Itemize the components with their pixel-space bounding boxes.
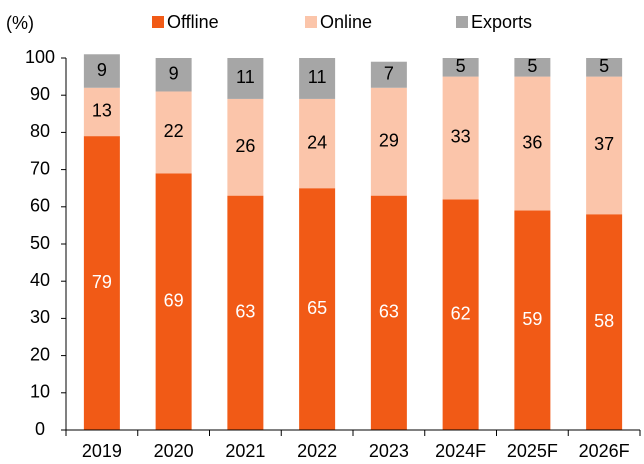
x-tick-label: 2020 — [154, 441, 194, 461]
legend-label: Offline — [167, 12, 219, 32]
bar-segment — [586, 76, 623, 215]
data-label: 69 — [164, 290, 184, 310]
data-label: 9 — [169, 63, 179, 83]
bar-segment — [514, 58, 551, 77]
x-tick-label: 2025F — [507, 441, 558, 461]
bar-segment — [514, 210, 551, 430]
bar-segment — [442, 58, 479, 77]
bar-segment — [299, 58, 336, 99]
y-tick-label: 10 — [30, 382, 50, 402]
bar-segment — [370, 61, 407, 88]
bar-segment — [586, 58, 623, 77]
data-label: 24 — [307, 132, 327, 152]
bar-segment — [514, 76, 551, 211]
bar-segment — [586, 214, 623, 430]
y-axis-label: (%) — [6, 13, 34, 33]
legend-label: Exports — [471, 12, 532, 32]
data-label: 37 — [594, 134, 614, 154]
legend-swatch — [152, 16, 164, 28]
bar-segment — [83, 136, 120, 430]
bar-segment — [155, 58, 192, 92]
bar-segment — [370, 87, 407, 196]
data-label: 22 — [164, 121, 184, 141]
y-tick-label: 100 — [25, 47, 55, 67]
data-label: 33 — [451, 127, 471, 147]
data-label: 63 — [379, 302, 399, 322]
bar-segment — [155, 173, 192, 430]
data-label: 5 — [599, 56, 609, 76]
bar-segment — [299, 98, 336, 189]
data-label: 5 — [456, 56, 466, 76]
data-label: 26 — [235, 136, 255, 156]
y-tick-label: 30 — [30, 307, 50, 327]
y-tick-label: 20 — [30, 344, 50, 364]
data-label: 36 — [522, 132, 542, 152]
x-tick-label: 2019 — [82, 441, 122, 461]
bar-segment — [227, 195, 264, 430]
data-label: 11 — [236, 67, 255, 87]
bar-segment — [442, 199, 479, 430]
y-tick-label: 0 — [35, 419, 45, 439]
data-label: 59 — [522, 309, 542, 329]
x-tick-label: 2026F — [579, 441, 630, 461]
legend-swatch — [305, 16, 317, 28]
data-label: 13 — [92, 101, 112, 121]
y-tick-label: 40 — [30, 270, 50, 290]
y-tick-label: 90 — [30, 84, 50, 104]
bar-segment — [227, 58, 264, 99]
data-label: 7 — [384, 63, 394, 83]
y-tick-label: 50 — [30, 233, 50, 253]
data-label: 11 — [308, 67, 327, 87]
y-tick-label: 80 — [30, 121, 50, 141]
bar-segment — [155, 91, 192, 174]
bar-segment — [370, 195, 407, 430]
data-label: 65 — [307, 298, 327, 318]
data-label: 62 — [451, 303, 471, 323]
x-tick-label: 2024F — [435, 441, 486, 461]
bar-segment — [442, 76, 479, 200]
bar-segment — [83, 54, 120, 88]
data-label: 9 — [97, 60, 107, 80]
data-label: 58 — [594, 311, 614, 331]
x-tick-label: 2021 — [225, 441, 265, 461]
y-tick-label: 60 — [30, 196, 50, 216]
data-label: 29 — [379, 130, 399, 150]
x-tick-label: 2023 — [369, 441, 409, 461]
y-tick-label: 70 — [30, 158, 50, 178]
bar-segment — [299, 188, 336, 430]
bar-segment — [83, 87, 120, 137]
data-label: 63 — [235, 302, 255, 322]
x-tick-label: 2022 — [297, 441, 337, 461]
data-label: 5 — [527, 56, 537, 76]
legend-label: Online — [320, 12, 372, 32]
legend-swatch — [456, 16, 468, 28]
data-label: 79 — [92, 272, 112, 292]
bar-segment — [227, 98, 264, 196]
